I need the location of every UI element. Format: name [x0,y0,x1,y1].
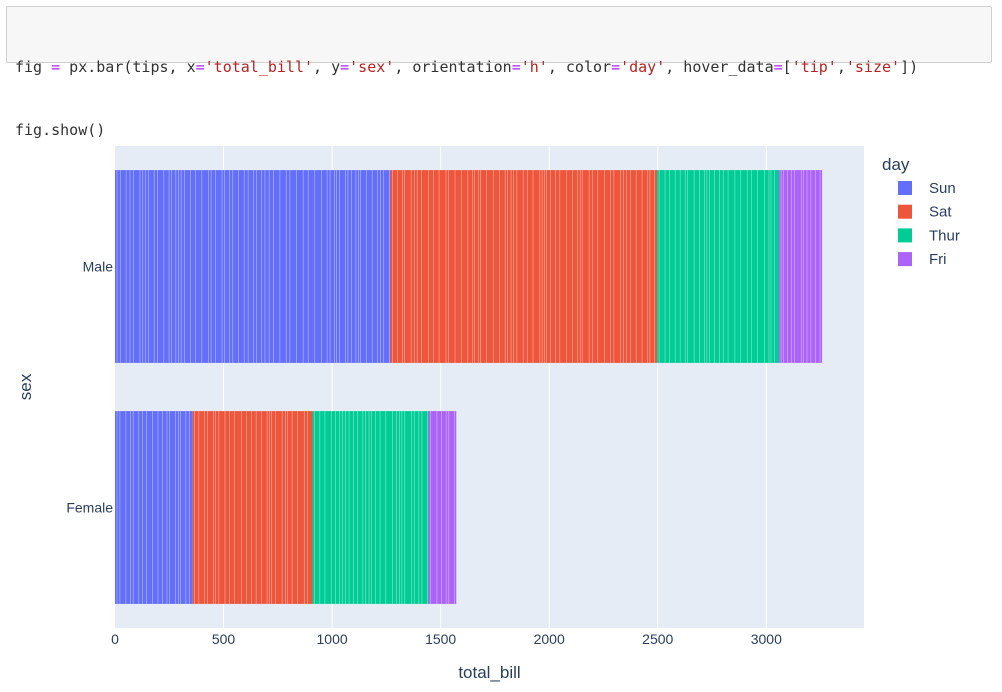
code-token: , hover_data [665,58,774,76]
bar-stripes [194,411,309,604]
bar-stripes [392,170,655,363]
bar-stripes [314,411,428,604]
y-tick-label-female: Female [66,500,113,516]
x-tick-label: 1000 [317,631,348,647]
x-tick-label: 500 [212,631,236,647]
code-token: 'tip' [791,58,837,76]
code-token: 'day' [620,58,666,76]
legend-label-thur: Thur [929,227,960,244]
y-tick-label-male: Male [83,259,114,275]
code-token: fig [15,58,52,76]
code-line-2: fig.show() [15,121,106,139]
legend-label-sun: Sun [929,180,956,197]
x-tick-label: 0 [111,631,119,647]
bar-stripes [658,170,775,363]
legend-title: day [882,155,910,174]
legend-swatch-thur [898,228,912,243]
bar-sun-female [115,411,193,604]
bar-stripes [780,170,821,363]
code-token: = [611,58,621,76]
x-tick-label: 2500 [642,631,673,647]
code-line-1: fig = px.bar(tips, x='total_bill', y='se… [15,57,983,78]
legend-label-fri: Fri [929,251,947,268]
bar-thur-female [312,411,429,604]
code-token: = [340,58,350,76]
legend-swatch-fri [898,252,912,267]
bar-sun-male [115,170,391,363]
legend-swatch-sat [898,204,912,219]
code-token: = [51,58,61,76]
code-token: = [195,58,205,76]
bar-sat-female [192,411,313,604]
y-axis-title: sex [16,373,35,400]
x-tick-label: 1500 [425,631,456,647]
code-token: = [511,58,521,76]
code-token: , orientation [394,58,512,76]
code-token: 'h' [520,58,548,76]
code-cell[interactable]: fig = px.bar(tips, x='total_bill', y='se… [6,6,992,139]
bar-fri-female [428,411,457,604]
code-token: , [836,58,846,76]
x-axis-title: total_bill [458,663,520,682]
code-token: ]) [900,58,919,76]
bar-stripes [430,411,455,604]
code-token: px.bar(tips, x [60,58,196,76]
code-token: , y [313,58,341,76]
bar-stripes [116,411,190,604]
code-token: , color [547,58,612,76]
x-tick-label: 2000 [534,631,565,647]
code-token: 'sex' [349,58,395,76]
code-token: [ [782,58,792,76]
bar-fri-male [779,170,823,363]
x-tick-label: 3000 [751,631,782,647]
legend-swatch-sun [898,181,912,195]
legend-label-sat: Sat [929,204,952,221]
bar-sat-male [390,170,658,363]
code-token: 'size' [845,58,901,76]
bar-stripes [116,170,390,363]
code-token: = [773,58,783,76]
code-token: 'total_bill' [204,58,314,76]
bar-thur-male [657,170,780,363]
